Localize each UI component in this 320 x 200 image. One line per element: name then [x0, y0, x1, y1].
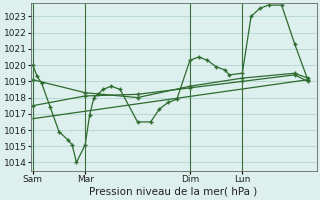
X-axis label: Pression niveau de la mer( hPa ): Pression niveau de la mer( hPa )	[90, 187, 258, 197]
